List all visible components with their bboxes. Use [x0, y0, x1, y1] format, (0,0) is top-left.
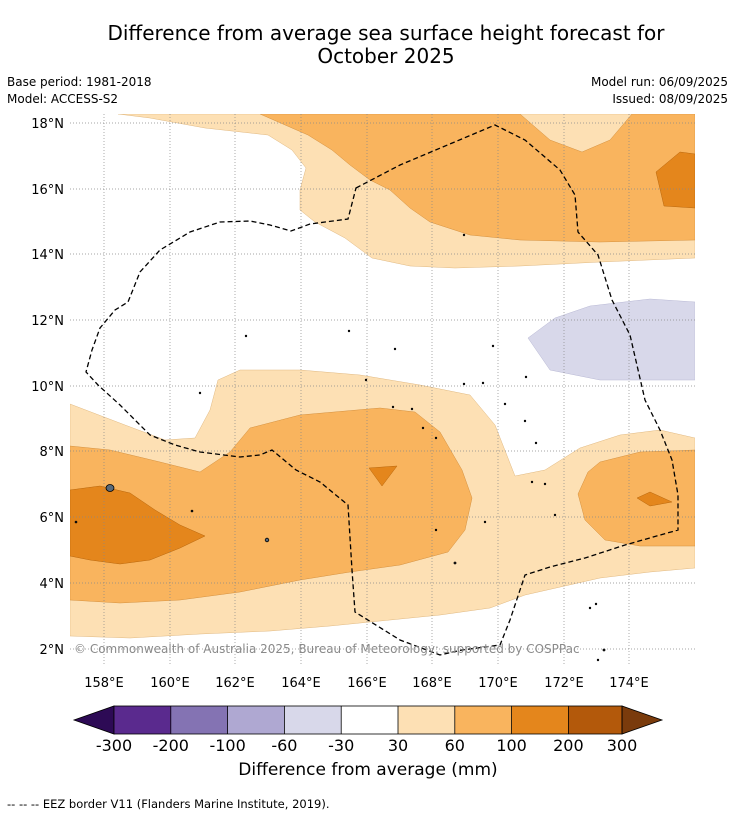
latitude-labels: 18°N 16°N 14°N 12°N 10°N 8°N 6°N 4°N 2°N — [31, 117, 64, 658]
base-period: Base period: 1981-2018 — [7, 75, 152, 89]
lat-label-14n: 14°N — [31, 248, 64, 263]
lat-label-16n: 16°N — [31, 183, 64, 198]
lat-label-2n: 2°N — [40, 643, 65, 658]
colorbar-seg-5 — [341, 706, 398, 734]
islands — [74, 233, 606, 662]
colorbar-seg-3 — [227, 706, 285, 734]
lat-label-18n: 18°N — [31, 117, 64, 132]
colorbar-tick-6: 30 — [388, 736, 408, 755]
colorbar-tick-8: 100 — [496, 736, 527, 755]
longitude-labels: 158°E 160°E 162°E 164°E 166°E 168°E 170°… — [84, 676, 649, 691]
colorbar-label: Difference from average (mm) — [238, 760, 498, 780]
contour-band-negative-east — [527, 298, 695, 381]
eez-border — [85, 124, 679, 656]
right-metadata: Model run: 06/09/2025 Issued: 08/09/2025 — [591, 74, 728, 108]
colorbar-seg-7 — [454, 706, 512, 734]
title-line-1: Difference from average sea surface heig… — [107, 21, 665, 45]
colorbar-extend-low — [72, 705, 115, 735]
contour-band-60-100-north — [259, 114, 695, 243]
colorbar-seg-2 — [170, 706, 228, 734]
gridlines — [70, 114, 695, 664]
colorbar-seg-4 — [284, 706, 342, 734]
copyright-notice: © Commonwealth of Australia 2025, Bureau… — [74, 642, 580, 656]
colorbar-seg-9 — [568, 706, 622, 734]
model-name: Model: ACCESS-S2 — [7, 92, 119, 106]
lat-label-4n: 4°N — [40, 577, 65, 592]
colorbar-tick-2: -200 — [153, 736, 189, 755]
lon-label-170e: 170°E — [478, 676, 518, 691]
chart-title: Difference from average sea surface heig… — [0, 22, 736, 68]
lon-label-174e: 174°E — [609, 676, 649, 691]
lat-label-8n: 8°N — [40, 445, 65, 460]
title-line-2: October 2025 — [317, 44, 455, 68]
colorbar-tick-4: -60 — [271, 736, 297, 755]
colorbar: -300 -200 -100 -60 -30 30 60 100 200 300 — [72, 705, 664, 755]
eez-legend-note: -- -- -- EEZ border V11 (Flanders Marine… — [7, 797, 330, 811]
contour-band-100-200-central — [368, 465, 398, 487]
colorbar-tick-5: -30 — [328, 736, 354, 755]
lat-label-12n: 12°N — [31, 314, 64, 329]
lon-label-162e: 162°E — [215, 676, 255, 691]
contour-band-100-200-west — [70, 485, 206, 565]
contour-band-100-200-east — [636, 491, 673, 507]
lon-label-172e: 172°E — [544, 676, 584, 691]
model-run-date: Model run: 06/09/2025 — [590, 75, 728, 89]
lon-label-166e: 166°E — [347, 676, 387, 691]
lon-label-164e: 164°E — [281, 676, 321, 691]
lon-label-158e: 158°E — [84, 676, 124, 691]
lat-label-6n: 6°N — [40, 511, 65, 526]
colorbar-seg-8 — [511, 706, 569, 734]
colorbar-extend-high — [621, 705, 664, 735]
contour-band-100-200-north — [655, 151, 695, 209]
lon-label-160e: 160°E — [150, 676, 190, 691]
colorbar-tick-10: 300 — [607, 736, 638, 755]
colorbar-tick-9: 200 — [553, 736, 584, 755]
colorbar-tick-1: -300 — [96, 736, 132, 755]
map-plot-area[interactable]: © Commonwealth of Australia 2025, Bureau… — [70, 114, 695, 664]
colorbar-tick-3: -100 — [209, 736, 245, 755]
colorbar-seg-1 — [114, 706, 171, 734]
colorbar-seg-6 — [398, 706, 455, 734]
contour-band-60-100-south — [70, 407, 473, 604]
left-metadata: Base period: 1981-2018 Model: ACCESS-S2 — [7, 74, 152, 108]
lat-label-10n: 10°N — [31, 380, 64, 395]
issued-date: Issued: 08/09/2025 — [612, 92, 728, 106]
colorbar-tick-7: 60 — [445, 736, 465, 755]
lon-label-168e: 168°E — [412, 676, 452, 691]
